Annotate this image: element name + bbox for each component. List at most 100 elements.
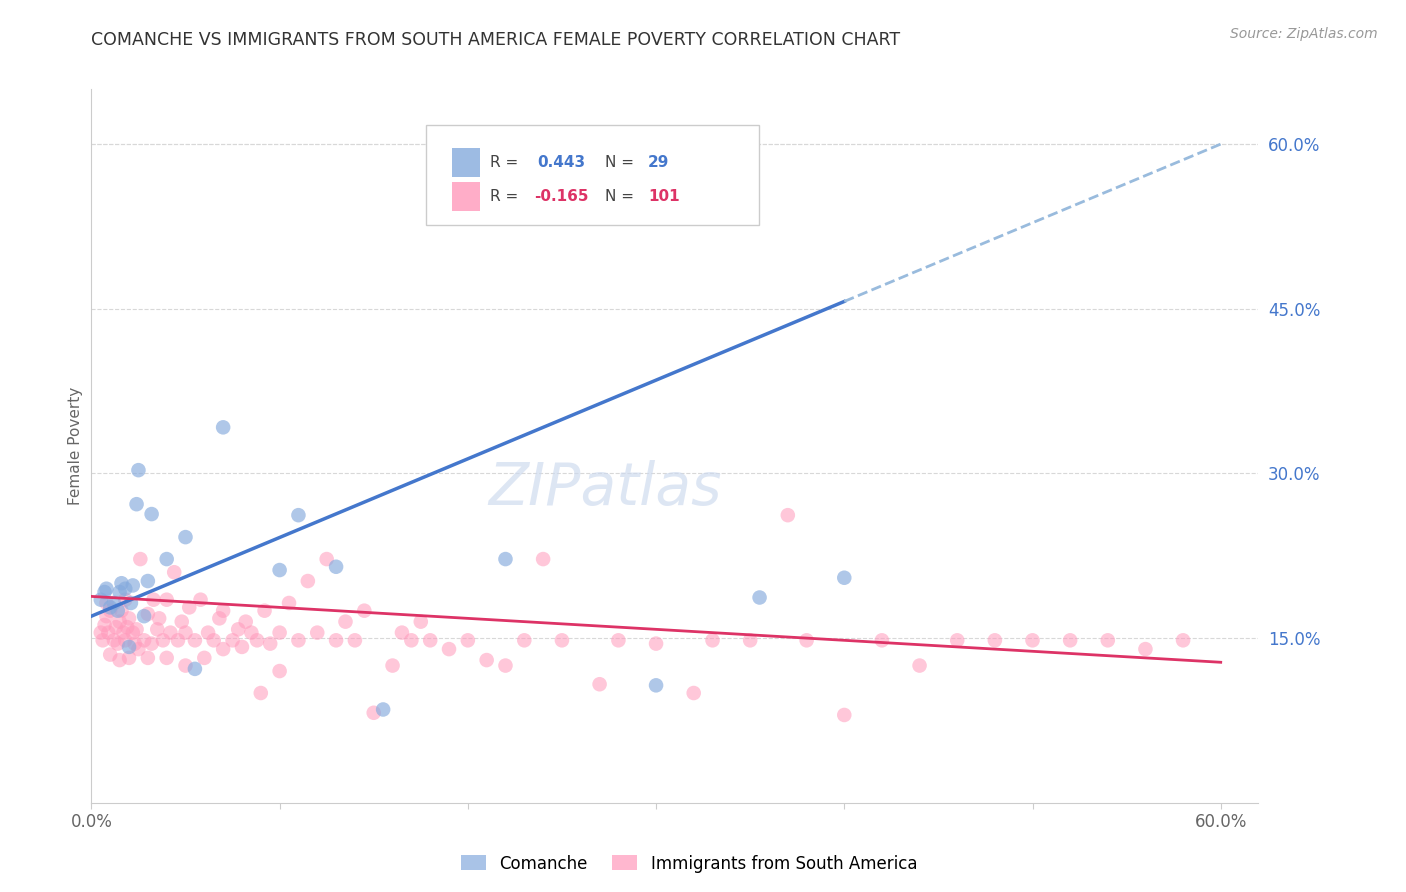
Point [170,615,193,629]
Legend: Comanche, Immigrants from South America: Comanche, Immigrants from South America [454,848,924,880]
Point [129,552,152,566]
Point [269,625,291,640]
Point [142,592,165,607]
Point [226,623,249,637]
Point [125,497,148,511]
Point [96,582,118,596]
Point [249,686,271,700]
Point [118,640,141,654]
Point [90,592,112,607]
Point [335,615,357,629]
Point [221,633,243,648]
Point [409,615,432,629]
Point [287,508,309,523]
Point [136,574,159,588]
Point [419,633,441,648]
Point [269,664,291,678]
Point [212,420,235,434]
Point [152,633,174,648]
Point [174,625,197,640]
Point [121,578,143,592]
Point [832,571,855,585]
Point [127,463,149,477]
Text: Source: ZipAtlas.com: Source: ZipAtlas.com [1230,27,1378,41]
Point [132,633,155,648]
Point [108,585,131,599]
Point [97,625,120,640]
Point [190,592,212,607]
Point [246,633,269,648]
Point [114,592,136,607]
Point [110,576,132,591]
Point [202,633,225,648]
Point [212,604,235,618]
Point [740,633,762,648]
Point [1097,633,1119,648]
Point [240,625,263,640]
Point [108,653,131,667]
Point [148,611,170,625]
Point [93,585,115,599]
Point [208,611,231,625]
Point [1021,633,1043,648]
Point [136,607,159,621]
Point [946,633,969,648]
Point [776,508,799,523]
Point [197,625,219,640]
Point [174,658,197,673]
Point [475,653,498,667]
Point [287,633,309,648]
Point [531,552,554,566]
Point [121,625,143,640]
Point [513,633,536,648]
Point [908,658,931,673]
Point [110,604,132,618]
Point [179,600,201,615]
Point [315,552,337,566]
Point [343,633,366,648]
Point [297,574,319,588]
Point [98,648,121,662]
Text: N =: N = [605,189,638,203]
Point [184,662,207,676]
Point [141,637,163,651]
Point [93,618,115,632]
Point [325,559,347,574]
Text: 29: 29 [648,155,669,170]
Point [167,633,190,648]
Point [457,633,479,648]
Point [127,642,149,657]
Point [391,625,413,640]
Point [363,706,385,720]
Point [645,637,668,651]
Point [1171,633,1194,648]
Point [832,708,855,723]
FancyBboxPatch shape [426,125,759,225]
Point [184,633,207,648]
Point [104,620,127,634]
Point [307,625,329,640]
Text: R =: R = [491,189,523,203]
Point [163,566,186,580]
Point [91,633,114,648]
Point [146,623,169,637]
Point [156,592,179,607]
Point [120,596,142,610]
Point [269,563,291,577]
Point [870,633,893,648]
Point [1135,642,1157,657]
Point [112,625,135,640]
Point [98,604,121,618]
Point [108,615,131,629]
Text: R =: R = [491,155,523,170]
Point [325,633,347,648]
Point [588,677,610,691]
Point [98,600,121,615]
Point [371,702,394,716]
Point [96,609,118,624]
Point [495,552,517,566]
Point [124,637,146,651]
Point [103,596,125,610]
Point [235,615,257,629]
Text: -0.165: -0.165 [534,189,588,203]
